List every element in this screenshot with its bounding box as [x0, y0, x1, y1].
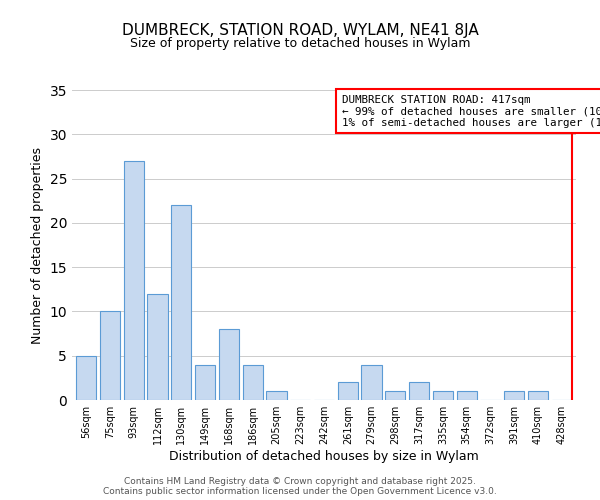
Bar	[124, 161, 144, 400]
Y-axis label: Number of detached properties: Number of detached properties	[31, 146, 44, 344]
Bar	[242, 364, 263, 400]
Bar	[409, 382, 429, 400]
Text: Contains HM Land Registry data © Crown copyright and database right 2025.: Contains HM Land Registry data © Crown c…	[124, 478, 476, 486]
X-axis label: Distribution of detached houses by size in Wylam: Distribution of detached houses by size …	[169, 450, 479, 463]
Bar	[195, 364, 215, 400]
Bar	[219, 329, 239, 400]
Text: Contains public sector information licensed under the Open Government Licence v3: Contains public sector information licen…	[103, 488, 497, 496]
Bar	[76, 356, 97, 400]
Bar	[361, 364, 382, 400]
Text: DUMBRECK, STATION ROAD, WYLAM, NE41 8JA: DUMBRECK, STATION ROAD, WYLAM, NE41 8JA	[122, 22, 478, 38]
Text: DUMBRECK STATION ROAD: 417sqm
← 99% of detached houses are smaller (105)
1% of s: DUMBRECK STATION ROAD: 417sqm ← 99% of d…	[341, 94, 600, 128]
Bar	[266, 391, 287, 400]
Text: Size of property relative to detached houses in Wylam: Size of property relative to detached ho…	[130, 38, 470, 51]
Bar	[100, 312, 120, 400]
Bar	[433, 391, 453, 400]
Bar	[504, 391, 524, 400]
Bar	[528, 391, 548, 400]
Bar	[148, 294, 167, 400]
Bar	[171, 205, 191, 400]
Bar	[385, 391, 406, 400]
Bar	[338, 382, 358, 400]
Bar	[457, 391, 477, 400]
